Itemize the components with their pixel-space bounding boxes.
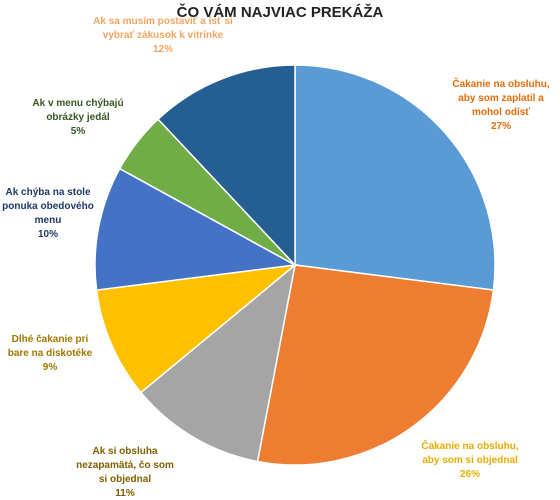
value-label: 26% [459,469,480,480]
data-label: Ak chýba na stole ponuka obedového menu 1… [0,186,96,242]
pie-slice [95,263,298,394]
value-label: 12% [152,44,173,55]
value-label: 9% [42,362,58,373]
data-label: Ak sa musím postaviť a ísť si vybrať zák… [88,15,238,57]
category-label: Ak v menu chýbajú obrázky jedál [32,98,124,123]
category-label: Ak si obsluha nezapamätá, čo som si obje… [76,446,174,485]
category-label: Ak chýba na stole ponuka obedového menu [2,187,94,226]
value-label: 5% [70,126,86,137]
value-label: 10% [37,229,58,240]
pie-slice [157,64,296,267]
data-label: Dlhé čakanie pri bare na diskotéke 9% [0,333,100,375]
chart-title: ČO VÁM NAJVIAC PREKÁŽA [176,4,384,21]
pie-slice [139,263,297,463]
value-label: 27% [490,121,511,132]
data-label: Čakanie na obsluhu, aby som si objednal 2… [412,440,528,482]
category-label: Čakanie na obsluhu, aby som zaplatil a m… [452,79,550,118]
category-label: Dlhé čakanie pri bare na diskotéke [7,334,93,359]
category-label: Ak sa musím postaviť a ísť si vybrať zák… [93,16,233,41]
value-label: 11% [115,488,135,499]
pie-slice [294,64,496,291]
data-label: Čakanie na obsluhu, aby som zaplatil a m… [445,78,557,134]
category-label: Čakanie na obsluhu, aby som si objednal [421,441,519,466]
pie-slice [94,167,298,291]
pie-slice [256,264,495,466]
data-label: Ak si obsluha nezapamätá, čo som si obje… [72,445,178,500]
data-label: Ak v menu chýbajú obrázky jedál 5% [22,97,134,139]
